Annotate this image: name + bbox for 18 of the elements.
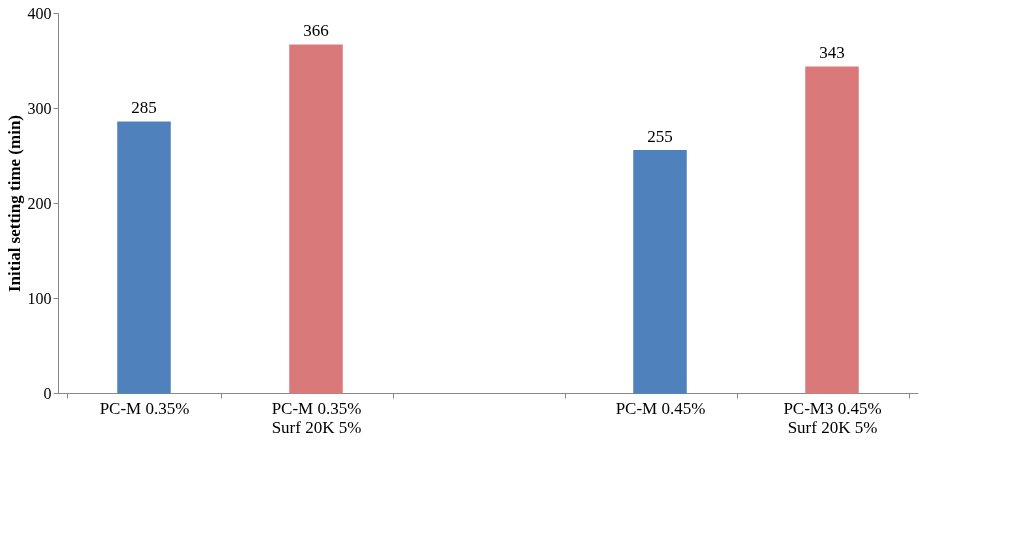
x-tick-label: PC-M 0.45% — [615, 398, 706, 418]
bar — [117, 121, 171, 394]
y-tick-label: 300 — [27, 99, 52, 117]
y-tick-label: 0 — [43, 384, 52, 402]
bar — [633, 150, 687, 394]
x-tick-label: PC-M3 0.45% Surf 20K 5% — [783, 398, 882, 437]
data-label: 255 — [647, 126, 673, 146]
x-tick-label: PC-M 0.35% Surf 20K 5% — [271, 398, 362, 437]
bar — [805, 66, 859, 394]
y-tick-label: 400 — [27, 4, 52, 22]
y-tick-label: 200 — [27, 194, 52, 212]
bar — [289, 44, 343, 394]
data-label: 366 — [303, 21, 329, 41]
y-axis-title: Initial setting time (min) — [4, 114, 24, 293]
data-label: 343 — [819, 43, 845, 63]
x-tick-label: PC-M 0.35% — [99, 398, 190, 418]
data-label: 285 — [131, 98, 157, 118]
y-tick-label: 100 — [27, 289, 52, 307]
